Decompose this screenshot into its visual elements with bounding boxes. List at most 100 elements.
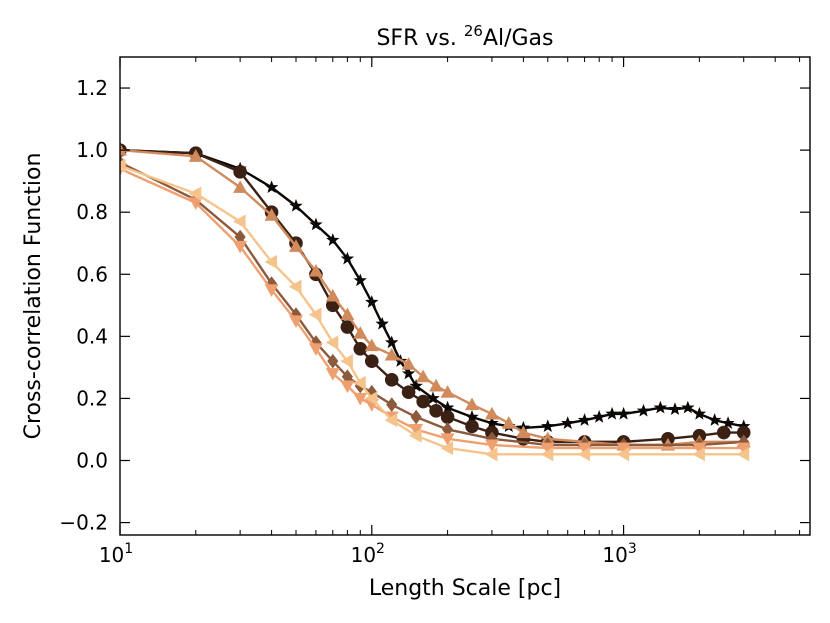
series-layer (120, 142, 751, 462)
x-axis-label: Length Scale [pc] (369, 576, 561, 601)
series-4-point (386, 397, 398, 412)
series-2-point (364, 354, 379, 368)
series-3-point (308, 264, 323, 277)
series-2-point (429, 404, 443, 418)
series-2-point (384, 373, 399, 387)
series-1-point (707, 413, 722, 426)
series-3-point (264, 208, 279, 221)
series-5-point (308, 343, 323, 356)
series-3-point (464, 397, 479, 411)
series-6-point (616, 447, 630, 462)
series-6-point (736, 447, 750, 462)
x-tick-label: 101 (99, 541, 133, 567)
series-3-point (501, 416, 516, 429)
series-2-point (716, 425, 731, 440)
series-5-point (340, 380, 355, 394)
series-6-point (577, 447, 591, 462)
series-1-point (385, 335, 399, 349)
series-1-point (309, 217, 323, 231)
series-3-point (440, 385, 455, 398)
series-1-point (375, 316, 389, 330)
y-tick-label: 0.6 (76, 262, 108, 286)
series-3 (120, 142, 751, 451)
series-3-point (416, 369, 431, 383)
plot-frame (119, 56, 811, 536)
series-1-point (401, 366, 416, 380)
y-tick-label: 0.0 (76, 449, 108, 473)
series-1-point (409, 378, 423, 392)
series-1-point (561, 416, 575, 429)
series-1-point (264, 180, 279, 194)
series-6-point (264, 254, 278, 269)
series-3-point (233, 180, 248, 193)
series-1-point (289, 198, 303, 212)
series-6-point (364, 391, 378, 406)
series-2-point (465, 419, 479, 434)
series-6-point (540, 447, 554, 462)
series-3-point (188, 149, 203, 162)
series-3-point (120, 142, 128, 156)
series-1-point (721, 416, 735, 429)
series-4-point (410, 409, 422, 425)
series-5-point (188, 197, 203, 211)
series-3-point (340, 307, 355, 321)
series-2-point (233, 165, 247, 179)
series-5-point (288, 315, 304, 328)
series-6-point (325, 335, 339, 350)
series-6-point (692, 447, 705, 462)
series-2-point (401, 385, 416, 400)
series-6-point (308, 307, 322, 322)
series-6-point (120, 158, 126, 173)
series-6-point (288, 279, 302, 294)
series-2 (120, 143, 751, 449)
series-5-point (353, 392, 368, 406)
series-6-point (484, 447, 498, 462)
series-3-point (325, 288, 340, 302)
series-2-point (440, 410, 455, 424)
series-1-point (340, 251, 355, 265)
series-2-point (340, 320, 355, 334)
series-1-point (353, 273, 367, 287)
series-1-line (120, 148, 744, 430)
series-1-point (426, 391, 440, 405)
series-6-point (409, 428, 422, 443)
series-6-point (353, 375, 366, 390)
series-3-point (288, 239, 304, 252)
series-6-point (233, 214, 246, 229)
series-2-point (416, 394, 430, 409)
series-5-point (440, 433, 455, 446)
y-tick-label: 0.8 (76, 200, 108, 224)
series-1-point (541, 419, 555, 433)
series-4-point (327, 353, 339, 369)
series-5-point (233, 240, 248, 254)
series-6 (120, 158, 750, 462)
series-3-point (384, 347, 399, 361)
series-3-point (516, 425, 531, 439)
y-tick-label: 0.4 (76, 324, 108, 348)
x-tick-label: 102 (351, 541, 385, 567)
y-tick-label: −0.2 (59, 511, 108, 535)
series-1-point (592, 410, 606, 423)
series-1-point (616, 406, 631, 420)
series-1-point (326, 233, 340, 246)
series-2-point (353, 341, 368, 356)
series-1-point (681, 400, 695, 414)
series-6-point (188, 186, 202, 201)
series-6-point (440, 441, 454, 456)
series-1-point (605, 406, 619, 420)
series-3-point (401, 357, 416, 370)
y-tick-label: 0.2 (76, 386, 108, 410)
ticks-layer: −0.2 0.0 0.2 0.4 0.6 0.8 1.0 1.2 101 102 103 (59, 57, 810, 567)
series-1-point (668, 402, 682, 415)
series-6-point (384, 413, 398, 428)
series-1-point (636, 403, 651, 417)
series-3-point (353, 326, 368, 339)
series-3-point (429, 378, 444, 392)
series-5-point (325, 368, 340, 381)
series-1-point (692, 406, 707, 420)
chart-title: SFR vs. 26Al/Gas (376, 22, 553, 51)
series-5-point (484, 439, 499, 453)
series-6-point (340, 354, 353, 369)
series-1-point (577, 413, 592, 426)
